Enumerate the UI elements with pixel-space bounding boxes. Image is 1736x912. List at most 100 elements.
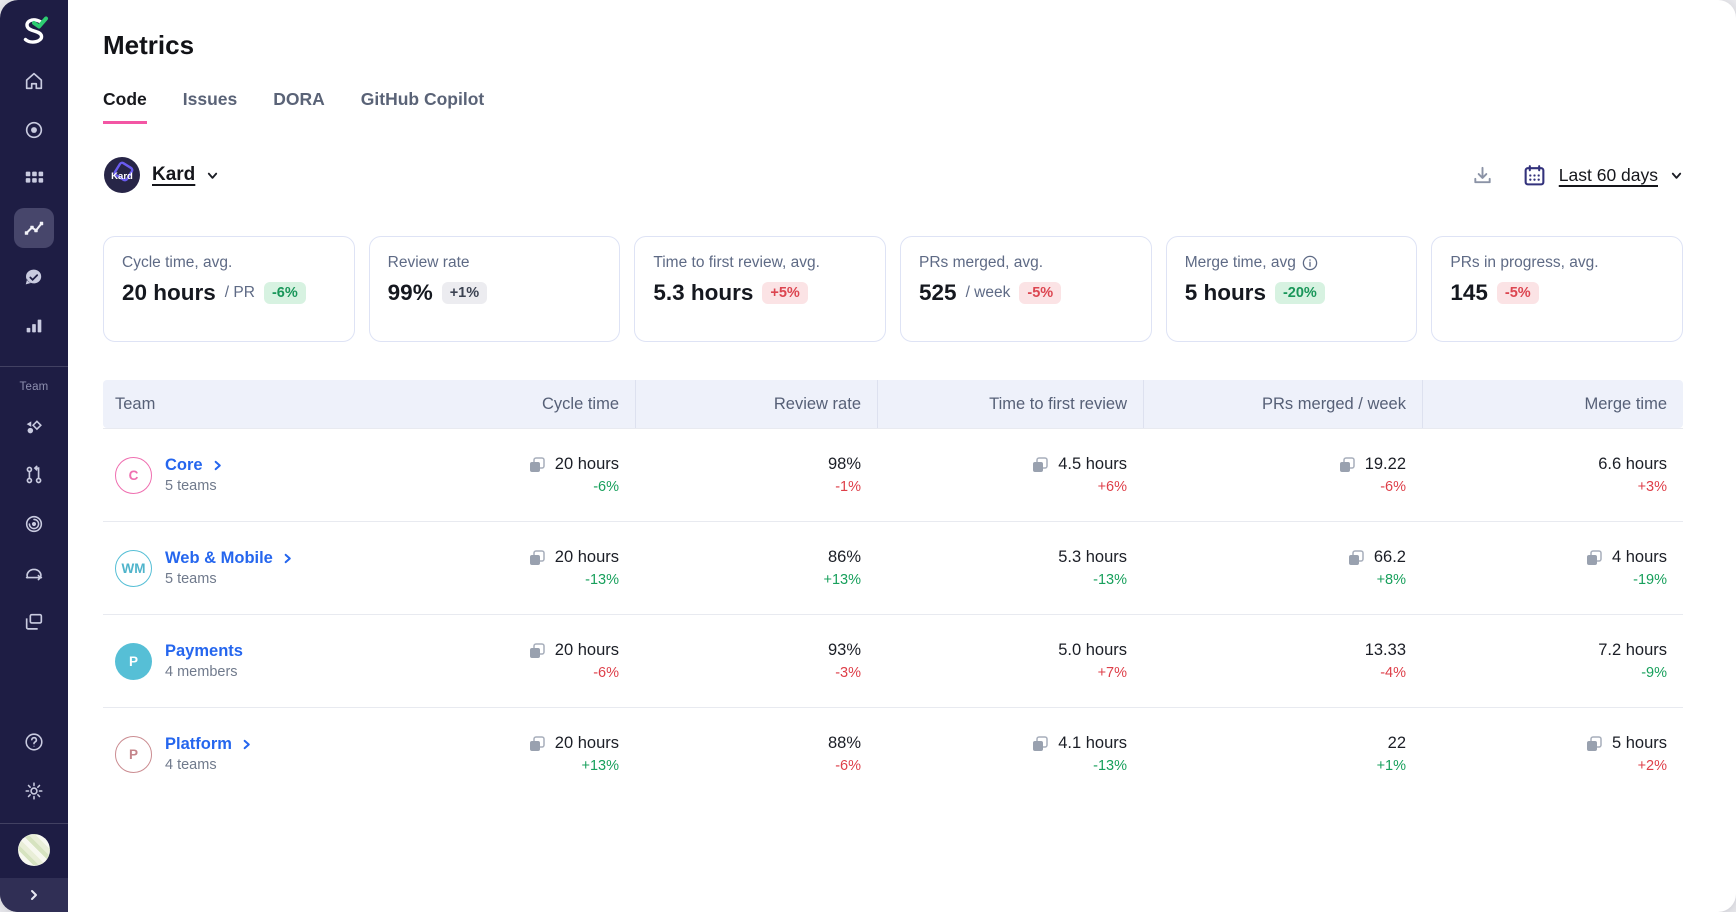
multi-team-icon [1585, 735, 1603, 753]
date-range-label: Last 60 days [1558, 164, 1658, 185]
tab-github-copilot[interactable]: GitHub Copilot [360, 89, 485, 109]
chevron-down-icon [1671, 172, 1682, 179]
sidebar-section-label: Team [19, 381, 49, 393]
sprint-icon[interactable] [14, 553, 54, 593]
date-range-selector[interactable]: Last 60 days [1522, 163, 1683, 188]
card-value: 525 [919, 280, 957, 305]
cell-cycle-time: 20 hours -6% [403, 641, 635, 681]
chevron-down-icon [208, 172, 218, 179]
metric-delta: +1% [1376, 758, 1406, 774]
team-selector[interactable]: Kard Kard [103, 156, 219, 194]
card-merge-time: Merge time, avg 5 hours -20% [1165, 236, 1418, 342]
table-row: C Core 5 teams 20 hours -6% 98% -1% [103, 428, 1683, 521]
boards-icon[interactable] [14, 602, 54, 642]
metric-delta: -6% [835, 758, 861, 774]
cell-prs-merged: 66.2 +8% [1143, 548, 1422, 588]
tab-code[interactable]: Code [103, 89, 147, 124]
swarmia-logo[interactable] [14, 12, 54, 52]
team-link[interactable]: Web & Mobile [165, 549, 293, 568]
team-selector-label: Kard [152, 164, 196, 185]
metric-value: 5 hours [1611, 734, 1667, 752]
chevron-right-icon [243, 739, 250, 750]
trend-badge: +5% [762, 282, 808, 304]
metric-value: 93% [827, 641, 861, 659]
card-review-rate: Review rate 99% +1% [368, 236, 621, 342]
metric-delta: +2% [1637, 758, 1667, 774]
agreements-icon[interactable] [14, 257, 54, 297]
metric-value: 4 hours [1611, 548, 1667, 566]
insights-icon[interactable] [14, 306, 54, 346]
team-cell: P Platform 4 teams [103, 735, 403, 773]
card-value: 5 hours [1184, 280, 1266, 305]
teams-table: Team Cycle time Review rate Time to firs… [103, 380, 1683, 800]
team-subtitle: 5 teams [165, 478, 217, 494]
team-cell: WM Web & Mobile 5 teams [103, 549, 403, 587]
team-name: Platform [165, 735, 232, 753]
metric-value: 20 hours [554, 734, 619, 752]
settings-icon[interactable] [14, 771, 54, 811]
team-link[interactable]: Core [165, 456, 223, 475]
toolbar: Kard Kard [103, 156, 1683, 194]
user-avatar[interactable] [18, 834, 50, 866]
help-icon[interactable] [14, 722, 54, 762]
dashboard-icon[interactable] [14, 159, 54, 199]
multi-team-icon [528, 456, 546, 474]
tab-dora[interactable]: DORA [273, 89, 325, 109]
sidebar-bottom [0, 692, 68, 912]
cell-merge-time: 4 hours -19% [1422, 548, 1683, 588]
tab-issues[interactable]: Issues [182, 89, 238, 109]
pull-request-icon[interactable] [14, 455, 54, 495]
team-link[interactable]: Platform [165, 735, 252, 754]
cell-review-rate: 93% -3% [635, 641, 877, 681]
cell-time-to-first-review: 4.5 hours +6% [877, 455, 1143, 495]
focus-icon[interactable] [14, 504, 54, 544]
sidebar-collapse[interactable] [0, 878, 68, 912]
multi-team-icon [1031, 735, 1049, 753]
team-avatar: C [115, 456, 152, 494]
multi-team-icon [1031, 456, 1049, 474]
metric-delta: -3% [835, 665, 861, 681]
team-shapes-icon[interactable] [14, 406, 54, 446]
card-label: Cycle time, avg. [122, 254, 233, 271]
home-icon[interactable] [14, 61, 54, 101]
trend-badge: -6% [263, 282, 306, 304]
card-prs-merged: PRs merged, avg. 525 / week -5% [900, 236, 1152, 342]
sidebar-divider [0, 366, 68, 367]
info-icon[interactable] [1302, 255, 1318, 271]
main-content: Metrics Code Issues DORA GitHub Copilot … [68, 0, 1736, 912]
metric-delta: -13% [1093, 758, 1127, 774]
metric-delta: +7% [1097, 665, 1127, 681]
metrics-icon[interactable] [14, 208, 54, 248]
kard-logo: Kard [104, 157, 140, 193]
metric-delta: -4% [1380, 665, 1406, 681]
column-header-prs-merged: PRs merged / week [1143, 380, 1422, 428]
card-value: 20 hours [122, 280, 216, 305]
metric-delta: +13% [581, 758, 620, 774]
multi-team-icon [1347, 549, 1365, 567]
metric-value: 66.2 [1373, 548, 1406, 566]
trend-badge: -20% [1274, 282, 1325, 304]
team-link[interactable]: Payments [165, 642, 243, 661]
chevron-right-icon [214, 460, 221, 471]
metric-value: 20 hours [554, 641, 619, 659]
metric-delta: -6% [1380, 479, 1406, 495]
metric-value: 22 [1387, 734, 1406, 752]
cell-merge-time: 7.2 hours -9% [1422, 641, 1683, 681]
card-label: PRs in progress, avg. [1450, 254, 1599, 271]
metric-delta: -13% [585, 572, 619, 588]
sidebar: Team [0, 0, 68, 912]
cell-prs-merged: 22 +1% [1143, 734, 1422, 774]
svg-text:Kard: Kard [111, 171, 133, 182]
metric-delta: -6% [593, 665, 619, 681]
cell-cycle-time: 20 hours -13% [403, 548, 635, 588]
page-title: Metrics [103, 30, 195, 60]
team-avatar: P [115, 642, 152, 680]
download-button[interactable] [1471, 164, 1494, 187]
table-header: Team Cycle time Review rate Time to firs… [103, 380, 1683, 428]
target-icon[interactable] [14, 110, 54, 150]
team-avatar: P [115, 735, 152, 773]
cell-time-to-first-review: 5.3 hours -13% [877, 548, 1143, 588]
card-cycle-time: Cycle time, avg. 20 hours / PR -6% [103, 236, 355, 342]
metric-value: 7.2 hours [1598, 641, 1667, 659]
